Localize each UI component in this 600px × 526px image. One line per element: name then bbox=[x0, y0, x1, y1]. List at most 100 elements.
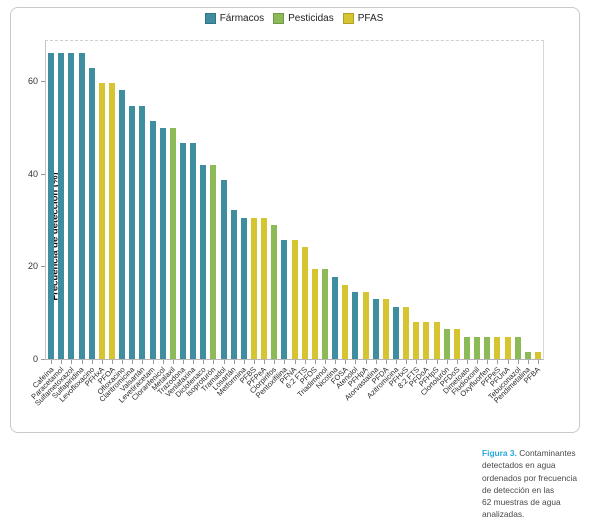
bar-isoprotur-n bbox=[210, 165, 217, 359]
bar-cloranfenicol bbox=[159, 127, 166, 359]
x-axis-tick bbox=[426, 360, 428, 364]
x-axis-tick bbox=[51, 360, 53, 364]
bar-levofloxacino bbox=[88, 68, 95, 359]
x-axis-tick bbox=[243, 360, 245, 364]
x-axis-tick bbox=[406, 360, 408, 364]
x-axis-tick bbox=[345, 360, 347, 364]
x-axis-tick bbox=[101, 360, 103, 364]
bar-valsart-n bbox=[139, 105, 146, 359]
x-axis-tick bbox=[487, 360, 489, 364]
bar-pfhxs bbox=[403, 306, 410, 359]
bar-atorvastatina bbox=[372, 299, 379, 359]
x-axis-tick bbox=[456, 360, 458, 364]
legend-swatch-icon bbox=[204, 13, 216, 24]
bar-pfos bbox=[311, 269, 318, 359]
legend-item-3: PFAS bbox=[342, 13, 383, 24]
bar-pfbs bbox=[250, 217, 257, 359]
bar-pfda bbox=[382, 299, 389, 359]
bar-losart-n bbox=[230, 209, 237, 359]
x-axis-tick bbox=[324, 360, 326, 364]
x-axis-tick bbox=[132, 360, 134, 364]
x-axis-tick bbox=[284, 360, 286, 364]
x-axis-tick bbox=[517, 360, 519, 364]
bar-pfuna bbox=[504, 336, 511, 359]
x-axis-tick bbox=[91, 360, 93, 364]
x-axis-tick bbox=[142, 360, 144, 364]
x-axis-tick bbox=[182, 360, 184, 364]
bar-sulfapiridina bbox=[78, 53, 85, 359]
y-axis-tick bbox=[41, 81, 45, 83]
bar-pfpea bbox=[261, 217, 268, 359]
x-axis-tick bbox=[294, 360, 296, 364]
y-axis-tick-label: 0 bbox=[32, 353, 38, 364]
bar-fludioxonil bbox=[474, 336, 481, 359]
bar-pfhpa bbox=[362, 291, 369, 359]
bar-cafe-na bbox=[48, 53, 55, 359]
bar-paracetamol bbox=[58, 53, 65, 359]
bar-fosa bbox=[342, 284, 349, 359]
x-axis-tick bbox=[314, 360, 316, 364]
bar-clortolur-n bbox=[443, 328, 450, 359]
bar-trazodona bbox=[179, 142, 186, 359]
chart-legend: Fármacos Pesticidas PFAS bbox=[10, 13, 578, 24]
y-axis-tick bbox=[41, 173, 45, 175]
x-axis-tick bbox=[81, 360, 83, 364]
bar-8-2-fts bbox=[413, 321, 420, 359]
bar-pfhps bbox=[433, 321, 440, 359]
bar-oxyfluorfen bbox=[484, 336, 491, 359]
bar-pfoa bbox=[108, 83, 115, 359]
bar-pfna bbox=[291, 239, 298, 359]
legend-swatch-icon bbox=[342, 13, 354, 24]
legend-item-1: Fármacos bbox=[204, 13, 265, 24]
bar-dimetoato bbox=[463, 336, 470, 359]
bar-tebuconazol bbox=[514, 336, 521, 359]
bar-claritromicina bbox=[129, 105, 136, 359]
bar-pfhxa bbox=[98, 83, 105, 359]
x-axis-tick bbox=[365, 360, 367, 364]
x-axis-tick bbox=[355, 360, 357, 364]
bar-pfdoa bbox=[423, 321, 430, 359]
x-axis-tick bbox=[111, 360, 113, 364]
x-axis-tick bbox=[446, 360, 448, 364]
x-axis-tick bbox=[477, 360, 479, 364]
y-axis-tick bbox=[41, 266, 45, 268]
x-axis-tick bbox=[61, 360, 63, 364]
y-axis-tick-label: 60 bbox=[27, 76, 38, 87]
bar-azitromicina bbox=[392, 306, 399, 359]
bar-diclofenaco bbox=[200, 165, 207, 359]
legend-swatch-icon bbox=[273, 13, 285, 24]
x-axis-tick bbox=[416, 360, 418, 364]
bar-nicotina bbox=[332, 277, 339, 359]
x-axis-tick bbox=[304, 360, 306, 364]
x-axis-tick bbox=[335, 360, 337, 364]
x-axis-tick bbox=[71, 360, 73, 364]
bar-pendimetalina bbox=[524, 351, 531, 359]
y-axis-tick-label: 40 bbox=[27, 168, 38, 179]
legend-item-2: Pesticidas bbox=[273, 13, 334, 24]
bar-6-2-fts bbox=[301, 247, 308, 359]
x-axis-tick bbox=[264, 360, 266, 364]
x-axis-tick bbox=[385, 360, 387, 364]
x-axis-tick bbox=[172, 360, 174, 364]
bar-metalaxil bbox=[169, 127, 176, 359]
bar-pfba bbox=[534, 351, 541, 359]
bar-sulfametoxazol bbox=[68, 53, 75, 359]
y-axis-tick bbox=[41, 358, 45, 360]
bar-clorpirifos bbox=[271, 224, 278, 359]
x-axis-tick bbox=[375, 360, 377, 364]
figure-caption: Figura 3. Contaminantes detectados en ag… bbox=[482, 447, 594, 521]
legend-label: Pesticidas bbox=[288, 13, 334, 24]
x-axis-tick bbox=[466, 360, 468, 364]
legend-label: Fármacos bbox=[219, 13, 265, 24]
bar-triadimenol bbox=[321, 269, 328, 359]
y-axis-tick-label: 20 bbox=[27, 261, 38, 272]
bar-ofloxacino bbox=[119, 90, 126, 359]
bar-venlafaxina bbox=[190, 142, 197, 359]
x-axis-tick bbox=[233, 360, 235, 364]
plot-area: Frecuencia de detección (%) 0 20 40 60 bbox=[28, 40, 544, 364]
figure-caption-text: Contaminantes detectados en agua ordenad… bbox=[482, 448, 577, 520]
figure-caption-label: Figura 3. bbox=[482, 448, 517, 458]
x-axis-tick bbox=[497, 360, 499, 364]
x-axis-tick bbox=[537, 360, 539, 364]
